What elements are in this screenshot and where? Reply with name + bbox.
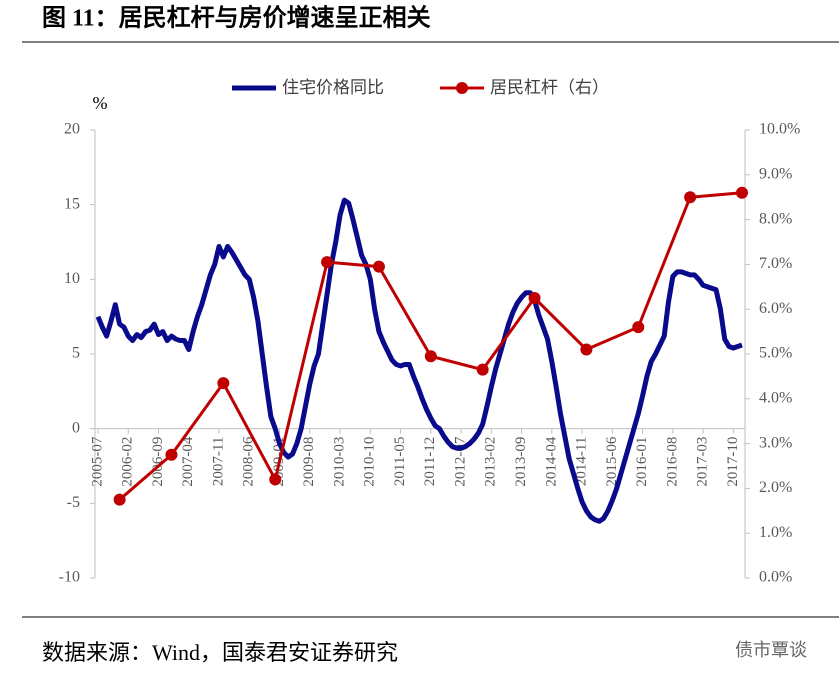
y2-tick-label: 0.0%: [759, 569, 792, 586]
y2-tick-label: 8.0%: [759, 210, 792, 227]
series-connector: [690, 191, 743, 199]
y-tick-label: 10: [64, 270, 80, 287]
legend-label: 住宅价格同比: [282, 78, 384, 97]
series-connector: [430, 354, 484, 372]
series-point: [684, 191, 697, 204]
y2-tick-label: 9.0%: [759, 165, 792, 182]
x-tick-label: 2011-05: [392, 437, 408, 486]
series-point: [476, 363, 489, 376]
y2-tick-label: 10.0%: [759, 121, 800, 138]
y-tick-label: 20: [64, 121, 80, 138]
y2-tick-label: 3.0%: [759, 434, 792, 451]
series-connector: [636, 196, 692, 328]
x-tick-label: 2005-07: [89, 436, 105, 486]
y-tick-label: -10: [59, 569, 80, 586]
series-point: [269, 473, 282, 486]
x-tick-label: 2010-03: [331, 437, 347, 487]
x-tick-label: 2014-04: [543, 436, 559, 486]
series-point: [321, 256, 334, 269]
x-tick-label: 2017-10: [725, 437, 741, 487]
series-point: [372, 260, 385, 273]
series-connector: [326, 260, 380, 269]
x-tick-label: 2016-01: [634, 437, 650, 487]
x-tick-label: 2010-10: [362, 437, 378, 487]
series-point: [632, 321, 645, 334]
series-line: [95, 197, 743, 524]
y-tick-label: 5: [72, 345, 80, 362]
series-connector: [481, 297, 536, 371]
y-unit: %: [93, 93, 108, 113]
y-tick-label: 15: [64, 195, 80, 212]
series-connector: [533, 296, 588, 351]
series-connector: [170, 382, 225, 456]
x-tick-label: 2011-12: [422, 437, 438, 486]
series-point: [113, 493, 126, 506]
y-tick-label: -5: [67, 494, 80, 511]
x-tick-label: 2015-06: [604, 436, 620, 486]
source: 数据来源：Wind，国泰君安证券研究: [42, 640, 398, 665]
x-tick-label: 2008-06: [241, 436, 257, 486]
legend-label: 居民杠杆（右）: [490, 78, 609, 97]
series-point: [528, 292, 541, 304]
watermark: 债市覃谈: [735, 640, 807, 660]
series-connector: [118, 453, 173, 501]
series-point: [217, 377, 230, 390]
x-tick-label: 2016-08: [664, 437, 680, 487]
x-tick-label: 2007-11: [210, 437, 226, 486]
legend-marker: [456, 82, 468, 94]
x-tick-label: 2006-02: [120, 437, 136, 487]
series-connector: [585, 325, 639, 351]
x-tick-label: 2006-09: [150, 437, 166, 487]
series-connector: [377, 265, 433, 357]
x-tick-label: 2007-04: [180, 436, 196, 486]
x-tick-label: 2013-09: [513, 437, 529, 487]
y2-tick-label: 5.0%: [759, 345, 792, 362]
y2-tick-label: 4.0%: [759, 389, 792, 406]
series-connector: [273, 261, 329, 480]
x-tick-label: 2014-11: [574, 437, 590, 486]
x-tick-label: 2017-03: [695, 437, 711, 487]
chart-title: 图 11：居民杠杆与房价增速呈正相关: [42, 4, 431, 32]
y2-tick-label: 6.0%: [759, 300, 792, 317]
y2-tick-label: 1.0%: [759, 524, 792, 541]
series-connector: [222, 382, 277, 481]
series-point: [580, 343, 593, 356]
y-tick-label: 0: [72, 419, 80, 436]
series-point: [165, 448, 178, 461]
x-tick-label: 2009-08: [301, 437, 317, 487]
y2-tick-label: 2.0%: [759, 479, 792, 496]
x-tick-label: 2013-02: [483, 437, 499, 487]
series-point: [424, 350, 437, 363]
y2-tick-label: 7.0%: [759, 255, 792, 272]
series-point: [736, 186, 748, 199]
